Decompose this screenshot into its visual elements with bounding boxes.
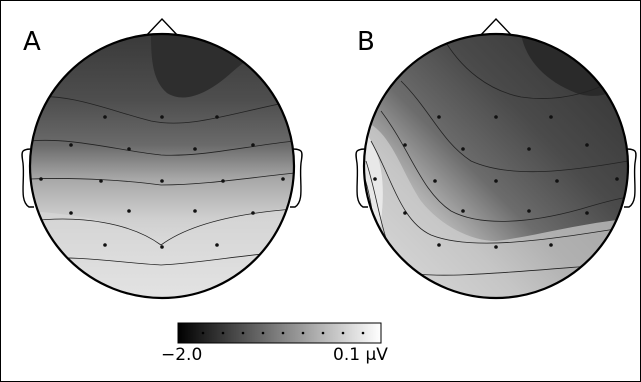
nose-icon (477, 17, 515, 39)
head-map-b (355, 17, 637, 300)
head-outline (28, 32, 296, 300)
head-map-a (21, 17, 303, 300)
colorbar (177, 322, 382, 344)
colorbar-max-label: 0.1 µV (333, 345, 388, 365)
panel-label-b: B (357, 27, 375, 57)
colorbar-min-label: −2.0 (161, 345, 203, 365)
right-ear-icon (624, 148, 637, 208)
head-outline (362, 32, 630, 300)
nose-icon (143, 17, 181, 39)
left-ear-icon (355, 148, 368, 208)
right-ear-icon (290, 148, 303, 208)
left-ear-icon (21, 148, 34, 208)
colorbar-gradient (177, 322, 382, 344)
panel-label-a: A (23, 27, 41, 57)
